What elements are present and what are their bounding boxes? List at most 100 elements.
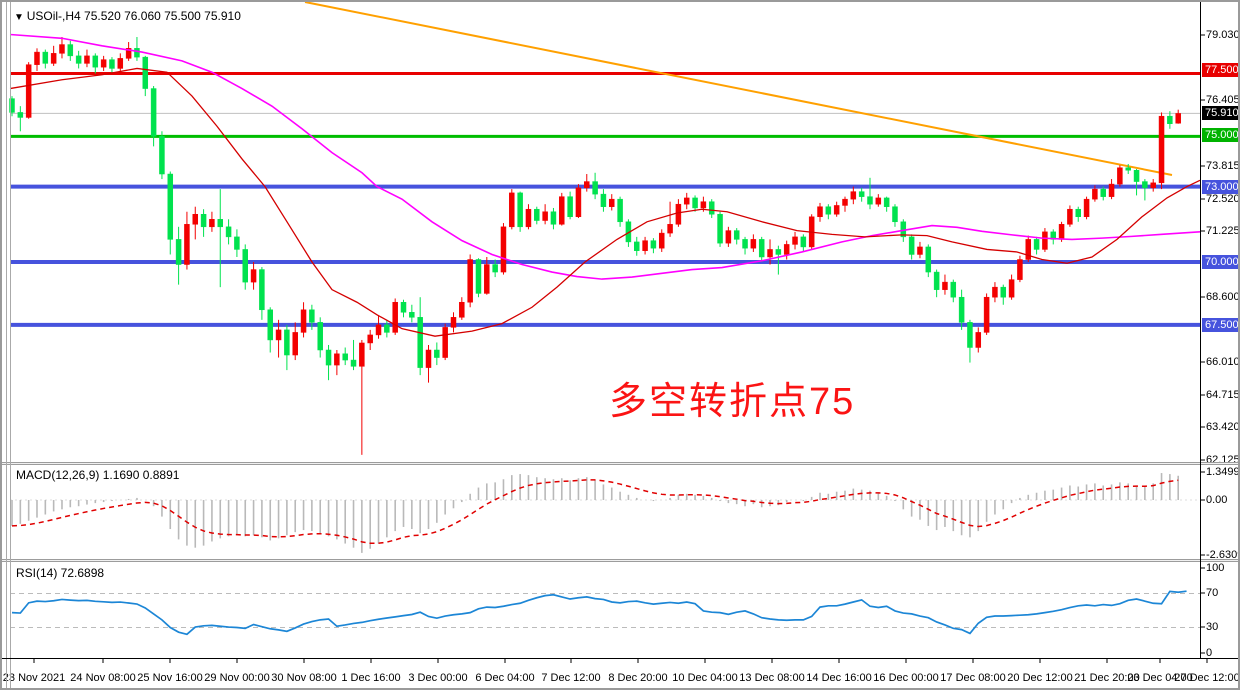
candle-body <box>500 226 507 273</box>
price-tick-label: 79.030 <box>1206 29 1240 41</box>
candle-body <box>658 232 665 249</box>
candle-body <box>750 239 757 249</box>
price-tag: 73.000 <box>1202 180 1238 194</box>
date-tick-label: 30 Nov 08:00 <box>271 672 337 684</box>
candle-body <box>1075 208 1081 218</box>
candle-body <box>475 259 482 294</box>
candle-body <box>1133 170 1140 182</box>
candle-body <box>242 249 248 283</box>
candle-body <box>275 329 282 341</box>
candle-body <box>817 206 823 218</box>
candle-body <box>1167 115 1173 124</box>
candle-body <box>534 208 540 221</box>
price-tick-label: 72.520 <box>1206 193 1240 205</box>
candle-body <box>34 51 40 65</box>
candle-body <box>509 192 515 228</box>
macd-tick-label: 0.00 <box>1206 494 1228 506</box>
candle-body <box>700 201 707 209</box>
candle-body <box>833 205 840 215</box>
candle-body <box>250 269 257 283</box>
candle-body <box>392 301 398 333</box>
candle-body <box>50 53 57 64</box>
candle-body <box>184 224 190 265</box>
date-tick-label: 23 Dec 04:00 <box>1127 672 1193 684</box>
candle-body <box>592 181 598 195</box>
candle-body <box>284 329 290 356</box>
candle-body <box>109 59 115 69</box>
price-tick-label: 66.010 <box>1206 356 1240 368</box>
candle-body <box>375 324 382 336</box>
candle-body <box>92 55 99 68</box>
date-tick-label: 13 Dec 08:00 <box>739 672 805 684</box>
window-left-edge <box>6 2 11 688</box>
date-tick-label: 17 Dec 08:00 <box>940 672 1006 684</box>
symbol-header[interactable]: ▼ USOil-,H4 75.520 76.060 75.500 75.910 <box>14 9 241 23</box>
candle-body <box>542 211 548 221</box>
candle-body <box>9 98 15 113</box>
date-tick-label: 7 Dec 12:00 <box>541 672 601 684</box>
candle-body <box>1042 231 1048 250</box>
candle-body <box>459 301 465 318</box>
date-tick-label: 20 Dec 12:00 <box>1007 672 1073 684</box>
candle-body <box>767 249 773 258</box>
candle-body <box>925 246 932 273</box>
candle-body <box>850 191 857 200</box>
candle-body <box>484 264 490 294</box>
rsi-tick-label: 30 <box>1206 621 1219 633</box>
candle-body <box>317 322 323 351</box>
candle-body <box>1142 181 1148 189</box>
candle-body <box>1125 167 1131 171</box>
dropdown-triangle-icon[interactable]: ▼ <box>14 12 27 23</box>
candle-body <box>717 213 723 244</box>
panel-separator[interactable] <box>2 462 1238 465</box>
candle-body <box>384 324 390 333</box>
candle-body <box>175 239 182 265</box>
candle-body <box>683 197 690 205</box>
candle-body <box>992 286 998 298</box>
macd-tick-label: 1.3499 <box>1206 466 1240 478</box>
candle-body <box>550 211 557 225</box>
date-tick-label: 14 Dec 16:00 <box>806 672 872 684</box>
candle-body <box>858 191 865 197</box>
candle-body <box>442 327 448 358</box>
candle-body <box>159 136 165 175</box>
candle-body <box>200 213 207 228</box>
candle-body <box>325 349 332 366</box>
candle-body <box>1158 115 1165 184</box>
candle-body <box>950 281 957 298</box>
chart-text-annotation[interactable]: 多空转折点75 <box>609 381 856 423</box>
candle-body <box>642 240 648 251</box>
candle-body <box>792 236 798 245</box>
candle-body <box>650 240 657 249</box>
price-tick-label: 64.715 <box>1206 389 1240 401</box>
candle-body <box>434 349 440 358</box>
candle-body <box>883 197 890 207</box>
date-tick-label: 10 Dec 04:00 <box>672 672 738 684</box>
date-tick-label: 8 Dec 20:00 <box>608 672 668 684</box>
candle-body <box>1108 183 1115 197</box>
panel-separator[interactable] <box>2 559 1238 562</box>
candle-body <box>708 201 715 215</box>
candle-body <box>342 353 348 361</box>
candle-body <box>1008 279 1015 298</box>
candle-body <box>25 64 32 118</box>
price-tag: 75.000 <box>1202 128 1238 142</box>
candle-body <box>733 230 740 240</box>
date-tick-label: 23 Nov 2021 <box>2 672 66 684</box>
candle-body <box>425 349 432 368</box>
ma-fast-red <box>9 67 1201 337</box>
macd-indicator-label: MACD(12,26,9) 1.1690 0.8891 <box>16 468 180 482</box>
candle-body <box>1083 198 1090 218</box>
candle-body <box>1017 259 1023 280</box>
candle-body <box>134 48 140 58</box>
candle-body <box>75 55 82 64</box>
date-axis-border <box>2 658 1238 659</box>
candle-body <box>59 44 65 54</box>
candle-body <box>667 224 673 234</box>
candle-body <box>100 59 107 68</box>
candle-body <box>292 332 298 356</box>
candle-body <box>634 241 640 251</box>
candle-body <box>359 342 365 367</box>
